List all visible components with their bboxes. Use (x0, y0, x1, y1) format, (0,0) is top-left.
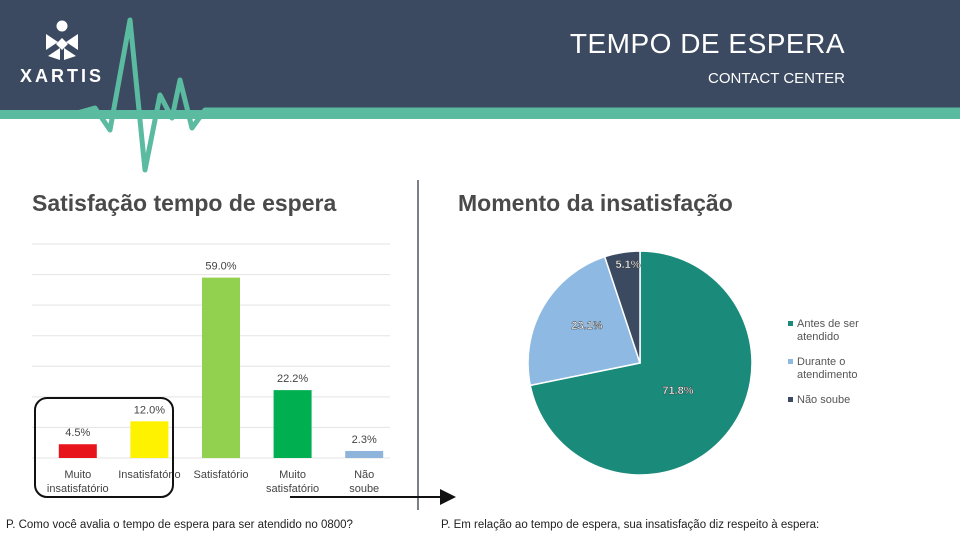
pie-legend: Antes de ser atendido Durante o atendimen… (788, 318, 878, 419)
legend-label: Antes de ser atendido (797, 318, 859, 343)
pie-slice (603, 250, 641, 364)
category-label: Satisfatório (193, 469, 248, 481)
brand-logo: XARTIS (16, 16, 108, 90)
category-label: soube (349, 483, 379, 495)
category-label: Muito (279, 469, 306, 481)
bar-data-label: 2.3% (352, 434, 377, 446)
category-label: satisfatório (266, 483, 319, 495)
category-label: insatisfatório (47, 483, 109, 495)
pie-data-label: 71.8% (662, 385, 693, 397)
legend-label: Não soube (797, 394, 851, 406)
highlight-box (34, 397, 174, 498)
pie-data-label: 5.1% (615, 259, 640, 271)
right-question: P. Em relação ao tempo de espera, sua in… (441, 519, 820, 531)
bar (345, 450, 384, 458)
page-subtitle: CONTACT CENTER (708, 70, 845, 87)
bar (273, 390, 312, 458)
bar-data-label: 59.0% (205, 261, 236, 273)
right-section-title: Momento da insatisfação (458, 190, 733, 216)
legend-swatch (788, 359, 793, 364)
pie-slice (527, 255, 641, 387)
category-label: Insatisfatório (118, 469, 180, 481)
header-bar (0, 0, 960, 110)
legend-item: Antes de ser atendido (788, 318, 878, 344)
legend-item: Durante o atendimento (788, 356, 878, 382)
bar (58, 444, 97, 458)
category-label: Não (354, 469, 374, 481)
pie-slices: 71.8% 23.1% 5.1% (527, 250, 753, 476)
bar-data-label: 22.2% (277, 373, 308, 385)
bar (130, 421, 169, 458)
page-title: TEMPO DE ESPERA (569, 28, 845, 59)
category-label: Muito (64, 469, 91, 481)
pie-data-label: 23.1% (571, 320, 602, 332)
accent-strip (0, 110, 960, 119)
bar-marks: 4.5% Muito insatisfatório 12.0% Insatisfatór… (47, 261, 384, 495)
legend-swatch (788, 397, 793, 402)
brand-name: XARTIS (19, 66, 104, 86)
bar (202, 277, 240, 458)
heartbeat-line-icon (0, 17, 960, 173)
legend-swatch (788, 321, 793, 326)
bar-data-label: 12.0% (134, 404, 165, 416)
panel-divider (417, 180, 419, 510)
legend-item: Não soube (788, 394, 878, 407)
left-question: P. Como você avalia o tempo de espera pa… (6, 519, 353, 531)
pie-slice (529, 250, 753, 476)
logo-icon (46, 20, 78, 60)
bar-data-label: 4.5% (65, 427, 90, 439)
left-section-title: Satisfação tempo de espera (32, 190, 337, 216)
legend-label: Durante o atendimento (797, 356, 858, 381)
